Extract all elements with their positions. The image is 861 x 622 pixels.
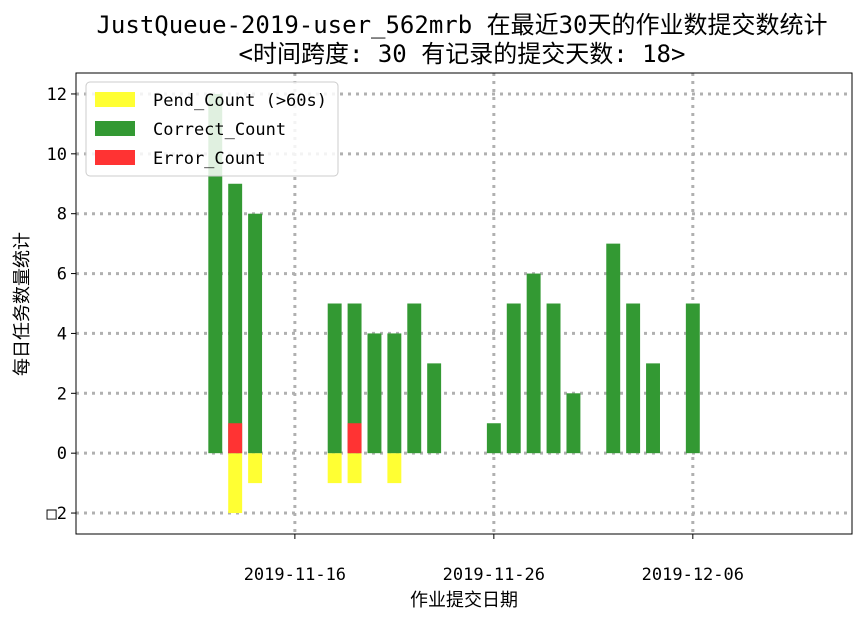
correct-bar bbox=[407, 303, 422, 454]
correct-bar bbox=[208, 93, 223, 454]
legend-frame bbox=[85, 81, 339, 177]
y-tick-label: 12 bbox=[47, 85, 67, 105]
y-axis-label: 每日任务数量统计 bbox=[12, 232, 33, 376]
y-tick-label: 2 bbox=[57, 384, 67, 404]
y-tick-label: 10 bbox=[47, 145, 67, 165]
pend-bar bbox=[347, 453, 362, 484]
legend-swatch-pend bbox=[95, 92, 135, 107]
correct-bar bbox=[367, 333, 382, 454]
correct-bar bbox=[606, 243, 621, 454]
error-bar bbox=[228, 423, 243, 454]
pend-bar bbox=[327, 453, 342, 484]
correct-bar bbox=[626, 303, 641, 454]
correct-bar bbox=[685, 303, 700, 454]
correct-bar bbox=[427, 363, 442, 454]
x-tick-label: 2019-12-06 bbox=[642, 565, 744, 585]
correct-bar bbox=[387, 333, 402, 454]
correct-bar bbox=[506, 303, 521, 454]
correct-bar bbox=[566, 393, 581, 454]
pend-bar bbox=[248, 453, 263, 484]
correct-bar bbox=[546, 303, 561, 454]
correct-bar bbox=[646, 363, 660, 454]
x-tick-label: 2019-11-16 bbox=[244, 565, 346, 585]
correct-bar bbox=[347, 303, 362, 454]
y-tick-label: 0 bbox=[57, 444, 67, 464]
y-tick-label: 8 bbox=[57, 205, 67, 225]
correct-bar bbox=[327, 303, 342, 454]
axis-ticks: □2 0 2 4 6 8 10 12 2019-11-16 2019-11-26 2019-12-0… bbox=[47, 85, 744, 585]
legend-label-pend: Pend_Count (>60s) bbox=[153, 91, 327, 111]
legend-label-correct: Correct_Count bbox=[153, 120, 286, 140]
correct-bar bbox=[526, 273, 541, 454]
chart-title: JustQueue-2019-user_562mrb 在最近30天的作业数提交数… bbox=[96, 11, 827, 39]
y-tick-label: 4 bbox=[57, 324, 67, 344]
correct-bar bbox=[486, 423, 501, 454]
plot-frame bbox=[75, 72, 853, 535]
y-tick-label: 6 bbox=[57, 265, 67, 285]
y-tick-label: □2 bbox=[47, 504, 67, 524]
pend-bar bbox=[228, 453, 243, 514]
legend-label-error: Error_Count bbox=[153, 149, 266, 169]
x-tick-label: 2019-11-26 bbox=[443, 565, 545, 585]
correct-bar bbox=[228, 183, 243, 454]
legend-swatch-error bbox=[95, 150, 135, 165]
correct-bar bbox=[248, 213, 263, 454]
legend: Pend_Count (>60s) Correct_Count Error_Co… bbox=[85, 81, 339, 177]
bar-group bbox=[208, 93, 700, 514]
chart-subtitle: <时间跨度: 30 有记录的提交天数: 18> bbox=[239, 40, 686, 68]
legend-swatch-correct bbox=[95, 121, 135, 136]
error-bar bbox=[347, 423, 362, 454]
x-axis-label: 作业提交日期 bbox=[410, 590, 518, 611]
pend-bar bbox=[387, 453, 402, 484]
